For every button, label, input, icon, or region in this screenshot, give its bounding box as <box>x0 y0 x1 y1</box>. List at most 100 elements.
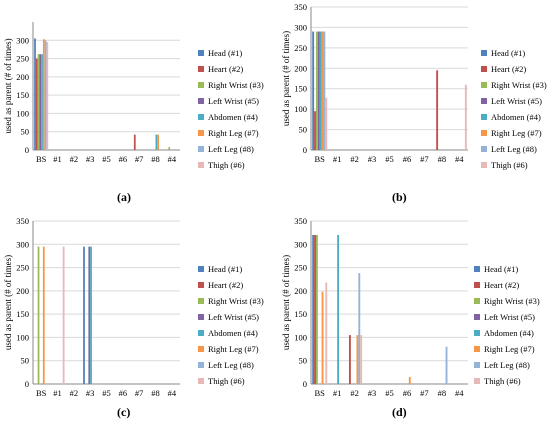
y-tick-label: 250 <box>16 54 29 64</box>
legend-swatch <box>474 362 480 368</box>
y-tick-label: 250 <box>16 263 29 273</box>
y-tick-label: 200 <box>16 72 29 82</box>
y-tick-label: 0 <box>303 379 307 389</box>
y-tick-label: 50 <box>299 356 308 366</box>
legend-swatch <box>198 162 204 168</box>
y-tick-label: 300 <box>294 239 307 249</box>
x-tick-label: #3 <box>368 154 377 164</box>
x-tick-label: #2 <box>70 154 79 164</box>
legend-swatch <box>474 346 480 352</box>
legend-swatch <box>481 66 487 72</box>
bar-right-wrist-3--BS <box>315 31 318 151</box>
y-tick-label: 200 <box>294 63 307 73</box>
legend-label: Thigh (#6) <box>484 376 521 386</box>
legend-label: Left Wrist (#5) <box>484 312 535 322</box>
legend-label: Left Leg (#8) <box>208 144 254 154</box>
bar-abdomen-4--BS <box>319 31 322 151</box>
bar-thigh-6--n1 <box>62 246 65 384</box>
x-tick-label: #5 <box>385 388 394 398</box>
y-axis-label: used as parent (# of times) <box>281 31 291 126</box>
bar-left-leg-8--n8 <box>445 346 448 384</box>
bar-head-1--BS <box>312 234 315 384</box>
bar-left-wrist-5--n3 <box>88 246 91 384</box>
x-tick-label: #2 <box>350 388 359 398</box>
bar-right-leg-7--n6 <box>408 377 411 384</box>
bar-abdomen-4--n1 <box>337 234 340 384</box>
legend-swatch <box>198 146 204 152</box>
x-tick-label: #1 <box>333 154 342 164</box>
x-tick-label: #7 <box>135 388 144 398</box>
legend-label: Left Leg (#8) <box>491 144 537 154</box>
bar-right-leg-7--BS <box>321 291 324 384</box>
y-tick-label: 100 <box>16 332 29 342</box>
x-tick-label: #4 <box>455 388 464 398</box>
bar-right-wrist-3--BS <box>37 54 40 150</box>
bar-heart-2--n7 <box>133 134 136 150</box>
y-axis-label: used as parent (# of times) <box>281 255 291 350</box>
x-tick-label: #7 <box>135 154 144 164</box>
x-tick-label: BS <box>36 388 47 398</box>
legend-label: Right Leg (#7) <box>208 128 259 138</box>
legend-swatch <box>198 66 204 72</box>
x-tick-label: BS <box>315 154 326 164</box>
legend-label: Right Wrist (#3) <box>484 296 540 306</box>
legend-swatch <box>481 98 487 104</box>
legend-label: Thigh (#6) <box>491 160 528 170</box>
bar-left-wrist-5--BS <box>317 31 320 151</box>
x-tick-label: #8 <box>151 154 160 164</box>
legend-swatch <box>481 114 487 120</box>
y-tick-label: 0 <box>25 379 29 389</box>
bar-right-wrist-3--BS <box>37 246 40 384</box>
bar-right-leg-7--n2 <box>356 335 359 384</box>
legend-swatch <box>198 130 204 136</box>
caption-a: (a) <box>117 190 131 204</box>
y-tick-label: 150 <box>294 84 307 94</box>
legend-label: Heart (#2) <box>208 64 243 74</box>
y-tick-label: 100 <box>294 104 307 114</box>
x-tick-label: #1 <box>333 388 342 398</box>
caption-b: (b) <box>392 190 407 204</box>
y-tick-label: 50 <box>21 127 30 137</box>
legend-swatch <box>198 82 204 88</box>
x-tick-label: #6 <box>119 388 128 398</box>
bar-thigh-6--n2 <box>360 335 363 384</box>
x-tick-label: #4 <box>168 388 177 398</box>
x-tick-label: #8 <box>438 154 447 164</box>
legend-label: Right Wrist (#3) <box>208 296 264 306</box>
legend-swatch <box>474 298 480 304</box>
y-tick-label: 350 <box>294 216 307 226</box>
legend-swatch <box>474 266 480 272</box>
legend-label: Abdomen (#4) <box>208 112 258 122</box>
y-tick-label: 200 <box>16 286 29 296</box>
bar-heart-2--n8 <box>436 70 439 150</box>
x-tick-label: #1 <box>53 388 62 398</box>
x-tick-label: #6 <box>403 154 412 164</box>
x-tick-label: #6 <box>119 154 128 164</box>
caption-c: (c) <box>117 405 131 419</box>
y-tick-label: 300 <box>16 239 29 249</box>
bar-heart-2--n2 <box>348 335 351 384</box>
y-tick-label: 250 <box>294 263 307 273</box>
x-tick-label: #4 <box>168 154 177 164</box>
legend-label: Head (#1) <box>208 48 242 58</box>
legend-swatch <box>198 362 204 368</box>
legend-swatch <box>481 82 487 88</box>
bar-left-leg-8--BS <box>323 31 326 151</box>
x-tick-label: #5 <box>385 154 394 164</box>
y-tick-label: 300 <box>294 22 307 32</box>
x-tick-label: #7 <box>420 388 429 398</box>
y-tick-label: 50 <box>299 125 308 135</box>
bar-head-1--BS <box>312 31 315 151</box>
x-tick-label: #8 <box>151 388 160 398</box>
legend-label: Heart (#2) <box>484 280 519 290</box>
bar-abdomen-4--BS <box>41 54 43 150</box>
y-tick-label: 300 <box>16 35 29 45</box>
legend-label: Heart (#2) <box>208 280 243 290</box>
legend-swatch <box>198 98 204 104</box>
legend-label: Right Wrist (#3) <box>491 80 547 90</box>
x-tick-label: #3 <box>86 388 95 398</box>
x-tick-label: BS <box>315 388 326 398</box>
legend-label: Abdomen (#4) <box>208 328 258 338</box>
legend-label: Right Leg (#7) <box>208 344 259 354</box>
